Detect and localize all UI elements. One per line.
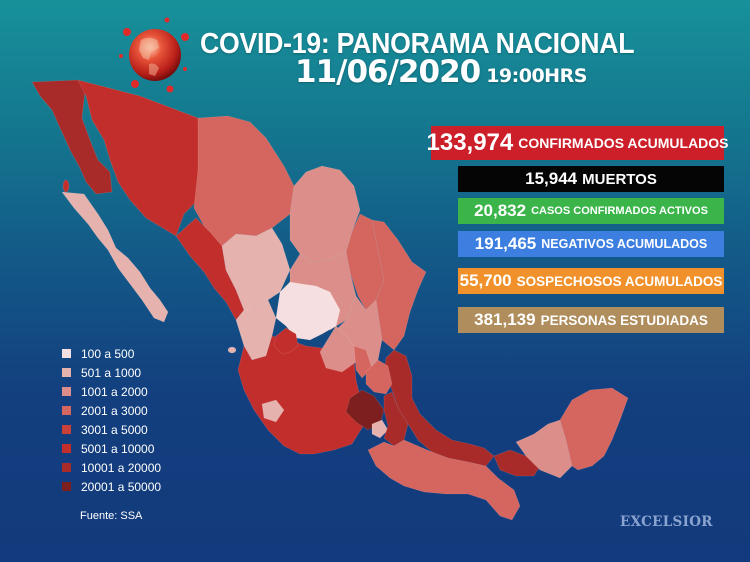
legend-item: 501 a 1000	[62, 363, 161, 382]
state-coahuila	[289, 165, 361, 263]
legend-item: 100 a 500	[62, 344, 161, 363]
brand-logo: EXCELSIOR	[620, 514, 713, 530]
legend-swatch	[62, 368, 71, 377]
state-chihuahua	[193, 115, 295, 247]
stat-negative: 191,465 NEGATIVOS ACUMULADOS	[458, 231, 724, 257]
report-time: 19:00HRS	[486, 65, 587, 87]
state-cdmx-morelos-light	[371, 419, 389, 439]
stat-label: MUERTOS	[582, 170, 657, 188]
legend-swatch	[62, 444, 71, 453]
legend-item: 3001 a 5000	[62, 420, 161, 439]
legend-item: 1001 a 2000	[62, 382, 161, 401]
stat-value: 20,832	[474, 201, 527, 220]
page-title: COVID-19: PANORAMA NACIONAL	[200, 28, 635, 60]
globe-virus-icon	[119, 17, 189, 93]
state-aguascalientes	[273, 327, 299, 355]
state-oaxaca	[367, 439, 521, 521]
state-baja-california	[31, 79, 113, 195]
legend-item: 10001 a 20000	[62, 458, 161, 477]
state-hidalgo	[365, 359, 393, 395]
legend-label: 3001 a 5000	[81, 422, 148, 437]
stat-label: PERSONAS ESTUDIADAS	[540, 312, 708, 328]
source-note: Fuente: SSA	[80, 510, 143, 522]
legend-label: 5001 a 10000	[81, 441, 155, 456]
legend-swatch	[62, 482, 71, 491]
legend-swatch	[62, 349, 71, 358]
state-guanajuato	[319, 325, 357, 373]
legend-item: 20001 a 50000	[62, 477, 161, 496]
stat-confirmed: 133,974 CONFIRMADOS ACUMULADOS	[427, 126, 729, 160]
stat-studied: 381,139 PERSONAS ESTUDIADAS	[458, 307, 724, 333]
stat-label: CASOS CONFIRMADOS ACTIVOS	[531, 205, 708, 217]
legend-swatch	[62, 425, 71, 434]
state-yucatan-quintana-roo	[559, 387, 629, 471]
stat-value: 133,974	[426, 129, 514, 156]
legend-label: 2001 a 3000	[81, 403, 148, 418]
legend-label: 501 a 1000	[81, 365, 142, 380]
legend-label: 100 a 500	[81, 346, 135, 361]
stat-active: 20,832 CASOS CONFIRMADOS ACTIVOS	[458, 198, 724, 224]
legend-swatch	[62, 387, 71, 396]
islas-marias	[227, 346, 237, 354]
legend-swatch	[62, 406, 71, 415]
stat-deaths: 15,944 MUERTOS	[458, 166, 724, 192]
legend-item: 5001 a 10000	[62, 439, 161, 458]
legend-label: 20001 a 50000	[81, 479, 162, 494]
map-legend: 100 a 500 501 a 1000 1001 a 2000 2001 a …	[62, 344, 161, 496]
stat-label: CONFIRMADOS ACUMULADOS	[518, 135, 729, 151]
stat-label: NEGATIVOS ACUMULADOS	[541, 237, 708, 251]
stat-value: 381,139	[474, 310, 536, 329]
stat-suspected: 55,700 SOSPECHOSOS ACUMULADOS	[458, 268, 724, 294]
stat-value: 15,944	[525, 169, 578, 188]
stat-value: 55,700	[459, 271, 512, 290]
legend-item: 2001 a 3000	[62, 401, 161, 420]
state-tabasco	[493, 449, 541, 477]
report-datetime: 11/06/2020 19:00HRS	[295, 54, 587, 90]
legend-label: 1001 a 2000	[81, 384, 148, 399]
isla-tiburon	[62, 179, 70, 193]
state-colima	[261, 399, 285, 423]
stat-label: SOSPECHOSOS ACUMULADOS	[516, 273, 723, 289]
stat-value: 191,465	[474, 234, 537, 253]
state-tamaulipas	[371, 219, 427, 351]
legend-swatch	[62, 463, 71, 472]
legend-label: 10001 a 20000	[81, 460, 162, 475]
state-baja-california-sur	[61, 191, 169, 323]
report-date: 11/06/2020	[295, 54, 481, 90]
